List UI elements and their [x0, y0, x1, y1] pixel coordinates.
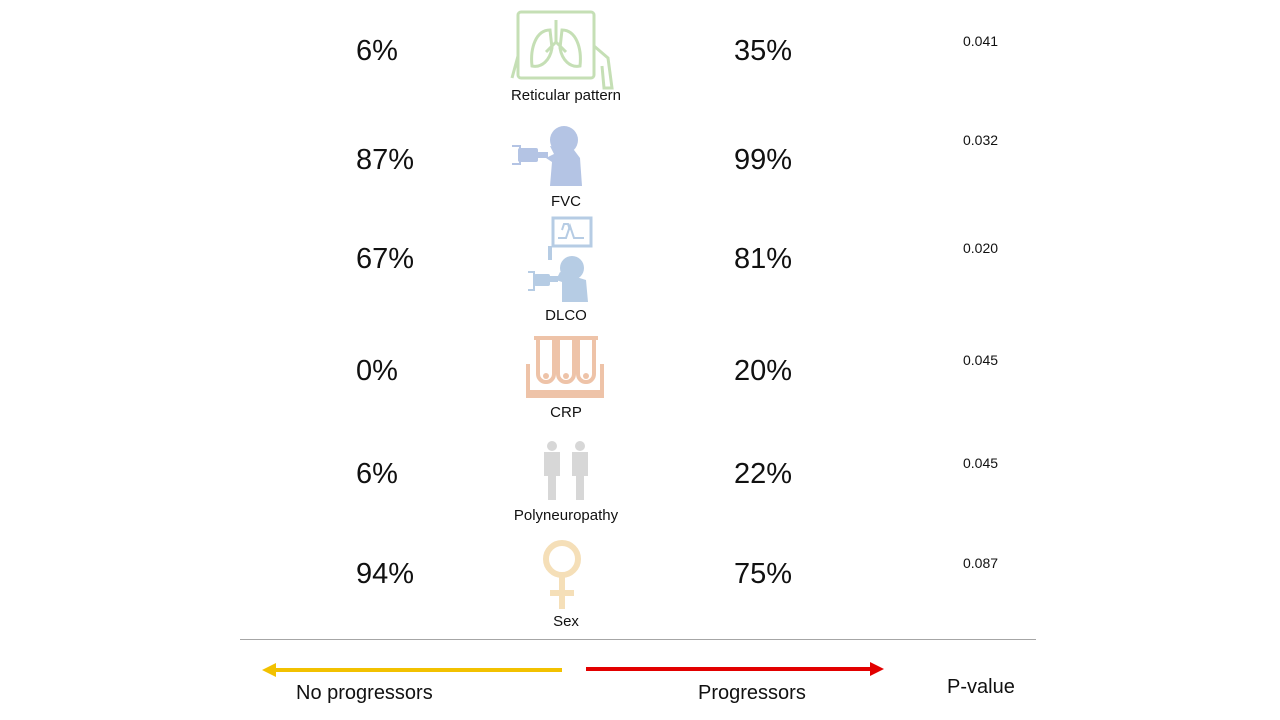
no-progressors-value: 67% — [356, 243, 415, 275]
progressors-value: 22% — [734, 458, 793, 490]
row-fvc: 87% FVC 99% 0.032 — [0, 108, 1280, 218]
p-value-legend: P-value — [947, 676, 1015, 698]
no-progressors-value: 0% — [356, 355, 398, 387]
row-dlco: 67% DLCO 81% 0.020 — [0, 216, 1280, 326]
no-progressors-arrow — [262, 663, 562, 677]
progressors-value: 99% — [734, 144, 793, 176]
diffusion-test-icon — [528, 216, 593, 302]
p-value: 0.041 — [963, 33, 999, 49]
progressors-value: 81% — [734, 243, 793, 275]
lungs-icon — [510, 10, 614, 90]
progressors-arrow — [586, 662, 884, 676]
p-value: 0.032 — [963, 132, 999, 148]
no-progressors-value: 87% — [356, 144, 415, 176]
progressors-legend: Progressors — [698, 682, 806, 704]
no-progressors-value: 6% — [356, 35, 398, 67]
row-sex: 94% Sex 75% 0.087 — [0, 535, 1280, 645]
progressors-value: 35% — [734, 35, 793, 67]
row-label: Reticular pattern — [510, 87, 622, 104]
no-progressors-legend: No progressors — [296, 682, 433, 704]
progressors-value: 20% — [734, 355, 793, 387]
row-label: Sex — [553, 613, 579, 630]
row-reticular-pattern: 6% Reticular pattern 35% 0.041 — [0, 0, 1280, 110]
p-value: 0.087 — [963, 555, 999, 571]
row-label: DLCO — [545, 307, 587, 324]
p-value: 0.045 — [963, 455, 999, 471]
no-progressors-value: 6% — [356, 458, 398, 490]
row-label: CRP — [550, 404, 582, 421]
p-value: 0.045 — [963, 352, 999, 368]
no-progressors-value: 94% — [356, 558, 415, 590]
row-polyneuropathy: 6% Polyneuropathy 22% 0.045 — [0, 440, 1280, 550]
p-value: 0.020 — [963, 240, 999, 256]
progressors-value: 75% — [734, 558, 793, 590]
people-icon — [544, 441, 588, 500]
female-symbol-icon — [543, 540, 581, 609]
test-tubes-icon — [526, 336, 604, 398]
row-label: Polyneuropathy — [513, 507, 619, 524]
row-label: FVC — [551, 193, 581, 210]
row-crp: 0% CRP 20% 0.045 — [0, 330, 1280, 440]
spirometry-icon — [512, 126, 582, 186]
divider-line — [240, 639, 1036, 640]
